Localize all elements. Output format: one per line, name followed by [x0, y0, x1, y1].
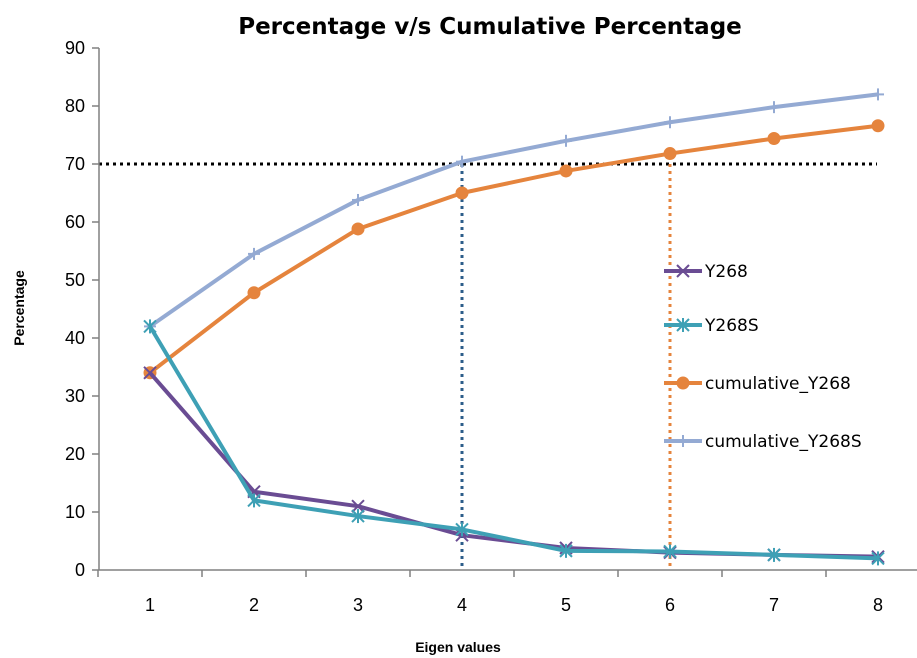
x-axis-title: Eigen values — [415, 639, 501, 655]
reference-lines — [99, 162, 877, 570]
y-tick-label: 80 — [65, 96, 85, 116]
data-point — [351, 222, 365, 236]
series — [143, 88, 885, 566]
marker-stroke — [676, 264, 690, 278]
data-point — [351, 509, 365, 524]
y-tick-label: 70 — [65, 154, 85, 174]
data-point — [560, 134, 572, 147]
data-point — [455, 186, 469, 200]
data-point — [871, 551, 885, 566]
data-point — [247, 286, 261, 300]
data-point — [247, 493, 261, 508]
x-tick-label: 1 — [145, 595, 155, 615]
legend-label: Y268 — [704, 262, 748, 282]
marker-dot — [767, 131, 781, 145]
marker-dot — [351, 222, 365, 236]
data-point — [559, 164, 573, 178]
legend-item: Y268 — [664, 262, 748, 282]
series-Y268S — [143, 319, 885, 566]
legend-item: cumulative_Y268S — [664, 432, 862, 452]
data-point — [767, 131, 781, 145]
legend-item: cumulative_Y268 — [664, 374, 851, 394]
marker-dot — [676, 376, 690, 390]
legend-label: cumulative_Y268S — [705, 432, 862, 452]
x-tick-label: 8 — [873, 595, 883, 615]
y-tick-label: 60 — [65, 212, 85, 232]
legend-swatch-marker — [676, 318, 690, 332]
legend-label: Y268S — [704, 316, 759, 336]
marker-dot — [559, 164, 573, 178]
y-tick-label: 50 — [65, 270, 85, 290]
series-line — [148, 123, 879, 375]
data-point — [663, 544, 677, 559]
series-line — [148, 325, 879, 561]
chart-title: Percentage v/s Cumulative Percentage — [238, 14, 742, 40]
x-tick-label: 2 — [249, 595, 259, 615]
data-point — [663, 147, 677, 161]
x-tick-label: 6 — [665, 595, 675, 615]
y-tick-label: 0 — [75, 560, 85, 580]
legend-item: Y268S — [664, 316, 759, 336]
marker-dot — [247, 286, 261, 300]
series-Y268 — [143, 366, 885, 564]
data-point — [143, 366, 157, 380]
marker-stroke — [351, 499, 365, 513]
legend: Y268 Y268S cumulative_Y268 cumulative_Y268S — [664, 262, 862, 452]
data-point — [143, 319, 157, 334]
data-point — [351, 499, 365, 513]
x-tick-label: 5 — [561, 595, 571, 615]
marker-stroke — [143, 366, 157, 380]
y-axis-title: Percentage — [11, 270, 27, 346]
marker-dot — [663, 147, 677, 161]
series-line — [148, 92, 879, 329]
x-tick-label: 7 — [769, 595, 779, 615]
axes: 0 10 20 30 40 50 60 70 80 90 1 2 3 4 5 6 7 8 — [65, 38, 917, 615]
legend-swatch-marker — [676, 264, 690, 278]
data-point — [768, 101, 780, 114]
y-tick-label: 90 — [65, 38, 85, 58]
data-point — [871, 119, 885, 133]
series-line — [148, 371, 879, 559]
legend-swatch-marker — [676, 376, 690, 390]
data-point — [352, 193, 364, 206]
marker-dot — [455, 186, 469, 200]
data-point — [767, 547, 781, 562]
marker-dot — [871, 119, 885, 133]
data-point — [456, 155, 468, 168]
y-tick-label: 30 — [65, 386, 85, 406]
legend-swatch-marker — [677, 435, 689, 447]
data-point — [664, 116, 676, 129]
y-tick-label: 20 — [65, 444, 85, 464]
data-point — [248, 247, 260, 260]
data-point — [559, 543, 573, 558]
x-tick-label: 3 — [353, 595, 363, 615]
y-tick-label: 40 — [65, 328, 85, 348]
legend-label: cumulative_Y268 — [705, 374, 851, 394]
data-point — [872, 88, 884, 101]
y-tick-label: 10 — [65, 502, 85, 522]
data-point — [455, 522, 469, 537]
x-tick-label: 4 — [457, 595, 467, 615]
